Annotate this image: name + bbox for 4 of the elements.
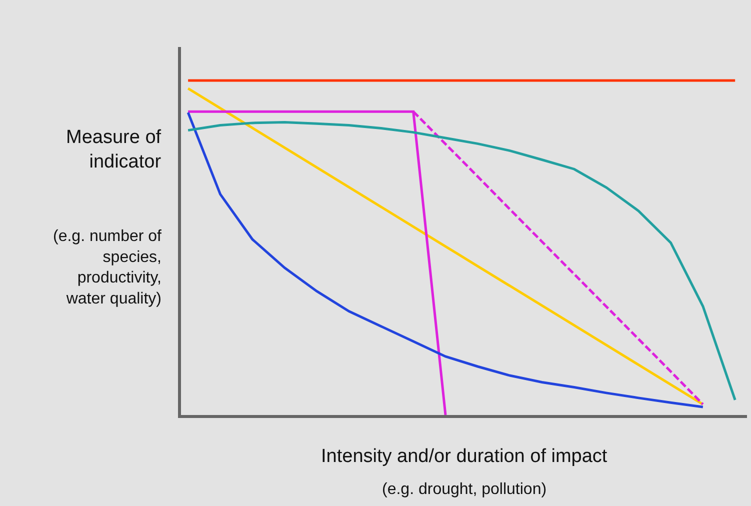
text: (e.g. drought, pollution) xyxy=(382,481,547,498)
y-axis-title: Measure of indicator xyxy=(66,127,162,173)
x-axis-title: Intensity and/or duration of impact xyxy=(321,446,608,467)
text: (e.g. number of species, productivity, water quality) xyxy=(53,228,162,308)
